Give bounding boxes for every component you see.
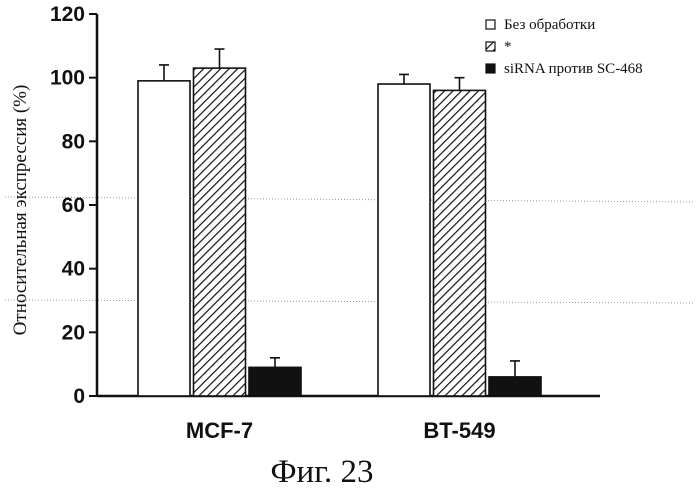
legend-swatch-sirna: [486, 64, 495, 73]
y-tick-label-40: 40: [62, 258, 85, 281]
y-axis-label: Относительная экспрессия (%): [10, 85, 31, 336]
bar-bt-549-control: [434, 90, 486, 396]
bar-mcf-7-control: [194, 68, 246, 396]
bar-bt-549-sirna: [489, 377, 541, 396]
error-bar-mcf-7-sirna: [270, 358, 280, 368]
x-category-label-mcf-7: MCF-7: [186, 418, 253, 443]
y-tick-label-80: 80: [62, 130, 85, 153]
error-bar-mcf-7-control: [215, 49, 225, 68]
error-bar-bt-549-untreated: [399, 74, 409, 84]
legend-label-control: *: [504, 39, 512, 55]
legend-swatch-untreated: [486, 20, 495, 29]
legend: Без обработки * siRNA против SC-468: [486, 17, 643, 77]
x-category-label-bt-549: BT-549: [423, 418, 495, 443]
y-tick-label-120: 120: [50, 3, 85, 26]
scan-line-28: [5, 300, 695, 303]
y-tick-label-0: 0: [73, 385, 85, 408]
legend-label-sirna: siRNA против SC-468: [504, 61, 643, 77]
figure-caption: Фиг. 23: [270, 454, 373, 490]
bar-mcf-7-untreated: [138, 81, 190, 396]
error-bar-bt-549-control: [455, 78, 465, 91]
bar-mcf-7-sirna: [249, 367, 301, 396]
legend-swatch-control: [486, 42, 495, 51]
error-bar-bt-549-sirna: [510, 361, 520, 377]
scan-line-60: [5, 197, 695, 202]
error-bar-mcf-7-untreated: [159, 65, 169, 81]
y-tick-label-100: 100: [50, 67, 85, 90]
y-tick-label-20: 20: [62, 321, 85, 344]
y-tick-label-60: 60: [62, 194, 85, 217]
bar-bt-549-untreated: [378, 84, 430, 396]
legend-label-untreated: Без обработки: [504, 17, 595, 33]
